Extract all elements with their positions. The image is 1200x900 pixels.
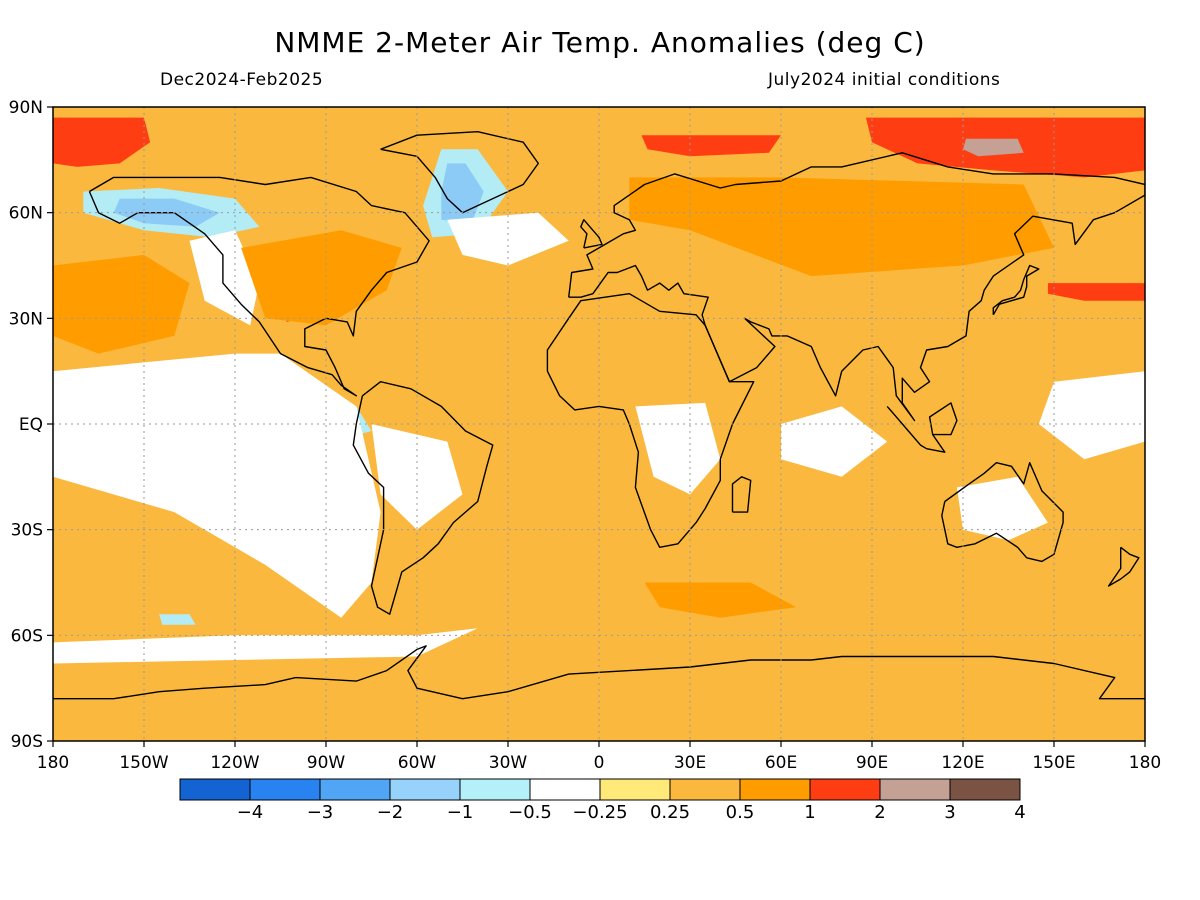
colorbar-label: 2	[874, 802, 885, 823]
anomaly-region-barents-warm	[641, 135, 781, 157]
colorbar-label: −0.5	[508, 802, 552, 823]
graticule	[53, 107, 1145, 741]
lon-tick-label: 30E	[674, 753, 706, 773]
lon-tick-label: 180	[37, 753, 69, 773]
colorbar-swatch	[249, 778, 321, 801]
colorbar-label: 4	[1014, 802, 1025, 823]
coastline-madagascar	[731, 476, 752, 513]
colorbar-label: −3	[307, 802, 334, 823]
colorbar-swatch	[669, 778, 741, 801]
colorbar-swatch	[319, 778, 391, 801]
colorbar-label: −1	[447, 802, 474, 823]
lon-tick-label: 150W	[119, 753, 168, 773]
lon-tick-label: 120E	[941, 753, 984, 773]
colorbar-label: 1	[804, 802, 815, 823]
lon-tick-label: 90E	[856, 753, 888, 773]
lon-tick-label: 30W	[489, 753, 528, 773]
lat-tick-label: 60N	[9, 204, 43, 224]
colorbar-swatch	[599, 778, 671, 801]
colorbar-label: 3	[944, 802, 955, 823]
anomaly-region-pacific-neutral-band	[53, 353, 381, 618]
anomaly-region-north-america-warm	[241, 230, 402, 326]
coastline-sumatra-borneo	[886, 402, 958, 453]
lon-tick-label: 60E	[765, 753, 797, 773]
lat-tick-label: 90S	[11, 732, 43, 752]
anomaly-region-south-america-neutral	[371, 424, 463, 530]
colorbar-swatch	[459, 778, 531, 801]
anomaly-region-north-pacific-warm	[53, 254, 190, 354]
map-title: NMME 2-Meter Air Temp. Anomalies (deg C)	[274, 26, 926, 59]
coastline-eurasia	[568, 152, 1145, 422]
anomaly-region-southern-atlantic-warm	[644, 582, 797, 618]
colorbar-swatch	[879, 778, 951, 801]
coastline-british-isles	[580, 218, 603, 249]
anomaly-region-siberia-peak	[963, 138, 1024, 157]
lat-tick-label: 30S	[11, 521, 43, 541]
colorbar-label: −0.25	[572, 802, 627, 823]
anomaly-region-eurasia-warm	[629, 177, 1054, 277]
initial-conditions-label: July2024 initial conditions	[768, 70, 1001, 90]
coastline-greenland	[380, 130, 539, 214]
lat-tick-label: 60S	[11, 626, 43, 646]
colorbar-label: 0.25	[650, 802, 690, 823]
axis-ticks: 180 150W 120W 90W 60W 30W 0 30E 60E 90E 120E 150E 18…	[9, 98, 1162, 773]
colorbar-swatch	[389, 778, 461, 801]
colorbar: −4 −3 −2 −1 −0.5 −0.25 0.25 0.5 1 2 3 4	[179, 778, 1026, 823]
lon-tick-label: 60W	[398, 753, 437, 773]
colorbar-swatch	[739, 778, 811, 801]
anomaly-region-pacific-nw-warm	[1047, 283, 1145, 301]
anomaly-region-west-pacific-neutral	[1038, 371, 1145, 460]
colorbar-swatch	[809, 778, 881, 801]
colorbar-swatch	[949, 778, 1021, 801]
anomaly-region-pacific-northwest-neutral	[189, 230, 260, 326]
lat-tick-label: 90N	[9, 98, 43, 118]
lat-tick-label: EQ	[19, 415, 43, 435]
anomaly-region-central-africa-neutral	[635, 402, 721, 495]
lon-tick-label: 150E	[1032, 753, 1075, 773]
lon-tick-label: 0	[594, 753, 605, 773]
coastline-new-zealand	[1107, 546, 1140, 587]
coastline-japan	[992, 264, 1040, 316]
coastline-antarctica	[53, 645, 1145, 700]
coastline-south-america	[352, 381, 494, 615]
coastlines	[53, 130, 1145, 700]
colorbar-label: −4	[237, 802, 264, 823]
lon-tick-label: 90W	[307, 753, 346, 773]
forecast-period-label: Dec2024-Feb2025	[160, 70, 324, 90]
anomaly-region-southern-ocean-cool	[159, 614, 196, 625]
lat-tick-label: 30N	[9, 309, 43, 329]
colorbar-swatch	[529, 778, 601, 801]
lon-tick-label: 120W	[210, 753, 259, 773]
lon-tick-label: 180	[1129, 753, 1161, 773]
anomaly-region-indian-ocean-neutral	[781, 406, 888, 477]
coastline-africa	[546, 293, 755, 548]
anomaly-region-australia-neutral	[956, 476, 1048, 541]
colorbar-swatch	[179, 778, 251, 801]
coastline-north-america	[88, 176, 430, 397]
colorbar-label: −2	[377, 802, 404, 823]
anomaly-region-antarctic-neutral	[53, 628, 478, 664]
colorbar-label: 0.5	[726, 802, 755, 823]
anomaly-region-arctic-pacific-warm	[53, 117, 151, 167]
coastline-australia	[941, 462, 1064, 563]
